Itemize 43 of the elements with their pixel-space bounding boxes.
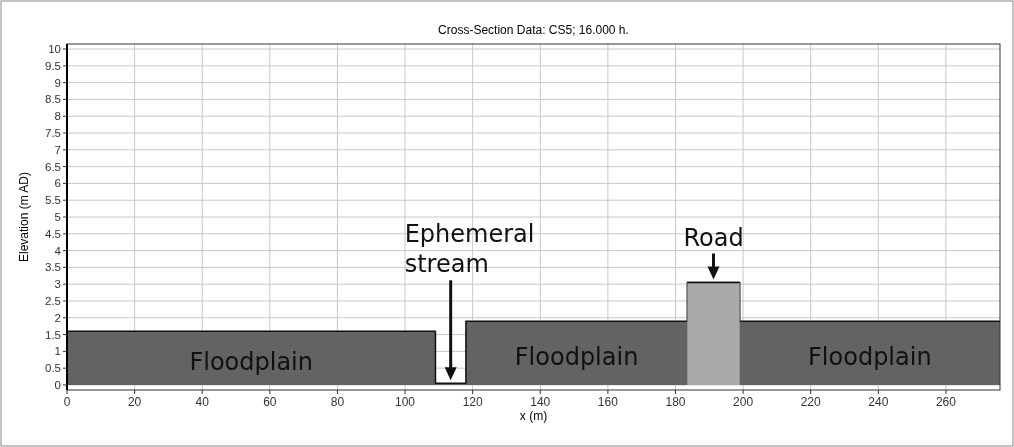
x-tick-label: 160 bbox=[597, 395, 619, 409]
x-tick-label: 200 bbox=[733, 395, 754, 409]
y-tick-label: 9.5 bbox=[45, 59, 61, 72]
x-tick-label: 180 bbox=[665, 395, 686, 409]
x-tick-label: 140 bbox=[530, 395, 551, 409]
x-axis-title: x (m) bbox=[519, 409, 548, 423]
y-tick-label: 5.5 bbox=[45, 194, 61, 207]
y-tick-label: 4 bbox=[54, 244, 62, 257]
y-tick-label: 8.5 bbox=[45, 93, 61, 106]
annotation: Road bbox=[683, 223, 744, 252]
y-tick-label: 5 bbox=[54, 211, 61, 223]
y-tick-label: 3 bbox=[54, 278, 61, 291]
x-tick-label: 260 bbox=[935, 395, 957, 409]
x-tick-label: 40 bbox=[195, 395, 210, 409]
y-tick-label: 1.5 bbox=[45, 328, 61, 341]
y-tick-label: 2.5 bbox=[45, 294, 61, 307]
x-tick-label: 240 bbox=[868, 395, 889, 409]
y-tick-label: 9 bbox=[54, 76, 61, 89]
x-tick-label: 100 bbox=[395, 395, 416, 409]
y-tick-label: 0.5 bbox=[45, 362, 61, 375]
y-tick-label: 6 bbox=[54, 177, 61, 190]
y-tick-label: 1 bbox=[54, 345, 61, 358]
x-tick-label: 60 bbox=[263, 395, 277, 409]
y-tick-label: 0 bbox=[54, 378, 61, 391]
x-tick-label: 80 bbox=[330, 395, 345, 409]
annotation: Floodplain bbox=[514, 342, 639, 371]
annotation: Floodplain bbox=[808, 342, 932, 371]
y-tick-label: 3.5 bbox=[45, 261, 61, 274]
x-tick-label: 20 bbox=[127, 395, 142, 409]
y-tick-label: 6.5 bbox=[45, 160, 61, 173]
x-tick-label: 220 bbox=[800, 395, 822, 409]
x-tick-label: 120 bbox=[462, 395, 483, 409]
y-axis-title: Elevation (m AD) bbox=[17, 171, 31, 263]
y-tick-label: 7.5 bbox=[45, 127, 61, 140]
y-tick-label: 8 bbox=[54, 110, 61, 123]
y-tick-label: 10 bbox=[48, 43, 61, 56]
chart-title: Cross-Section Data: CS5; 16.000 h. bbox=[438, 23, 629, 37]
y-tick-label: 4.5 bbox=[45, 227, 61, 240]
y-tick-label: 7 bbox=[54, 143, 61, 156]
x-tick-label: 0 bbox=[63, 395, 71, 409]
y-tick-label: 2 bbox=[54, 311, 61, 324]
annotation: Floodplain bbox=[189, 347, 314, 376]
annotation: Ephemeral stream bbox=[404, 220, 535, 279]
